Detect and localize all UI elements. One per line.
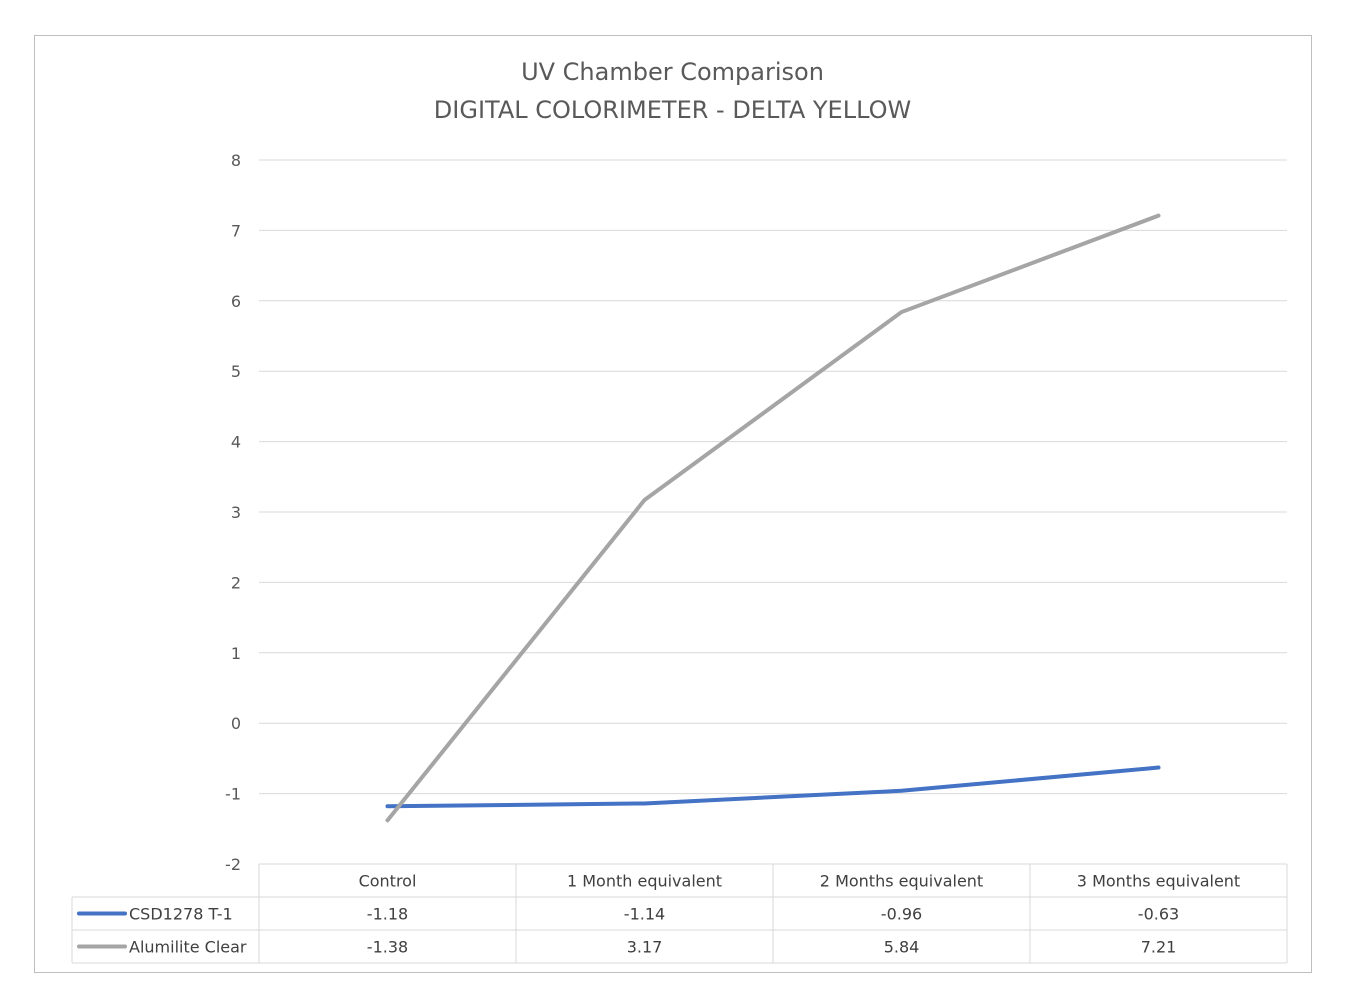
data-label: 5.84: [884, 938, 920, 957]
category-label: Control: [359, 872, 417, 891]
y-tick-label: -2: [225, 855, 241, 874]
y-tick-label: 6: [231, 292, 241, 311]
data-label: -1.18: [367, 905, 408, 924]
legend-label: Alumilite Clear: [129, 938, 247, 957]
data-label: -1.38: [367, 938, 408, 957]
y-tick-label: 1: [231, 644, 241, 663]
y-tick-label: 8: [231, 151, 241, 170]
category-label: 1 Month equivalent: [567, 872, 722, 891]
y-tick-label: 0: [231, 714, 241, 733]
y-tick-label: 2: [231, 573, 241, 592]
category-label: 3 Months equivalent: [1077, 872, 1240, 891]
category-label: 2 Months equivalent: [820, 872, 983, 891]
chart-frame: [34, 35, 1312, 973]
chart-subtitle: DIGITAL COLORIMETER - DELTA YELLOW: [433, 96, 912, 124]
y-tick-label: 3: [231, 503, 241, 522]
y-axis-ticks: -2 -1 0 1 2 3 4 5 6 7 8: [225, 151, 241, 874]
data-table: Control 1 Month equivalent 2 Months equiva…: [71, 863, 1288, 964]
y-tick-label: 7: [231, 221, 241, 240]
gridlines: [259, 159, 1287, 865]
legend-label: CSD1278 T-1: [129, 905, 233, 924]
data-label: -0.96: [881, 905, 922, 924]
data-label: 7.21: [1141, 938, 1177, 957]
data-label: -0.63: [1138, 905, 1179, 924]
series-line-1: [385, 213, 1161, 823]
data-label: -1.14: [624, 905, 665, 924]
y-tick-label: 4: [231, 433, 241, 452]
chart-title: UV Chamber Comparison: [521, 58, 824, 86]
series-line-0: [385, 765, 1161, 809]
data-label: 3.17: [627, 938, 663, 957]
y-tick-label: 5: [231, 362, 241, 381]
y-tick-label: -1: [225, 785, 241, 804]
series-lines: [385, 213, 1161, 823]
